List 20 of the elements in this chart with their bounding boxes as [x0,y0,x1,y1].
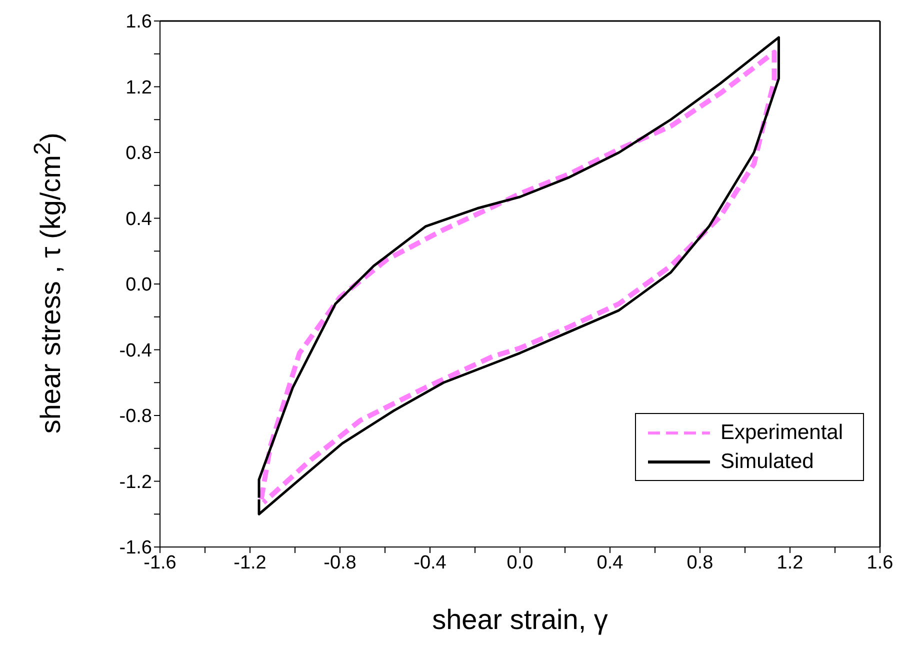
x-tick-label: -0.4 [414,552,447,574]
x-axis-title: shear strain, γ [431,604,609,636]
x-tick-label: 0.4 [596,552,624,574]
x-tick-label: 1.6 [866,552,894,574]
y-tick-label: -1.2 [119,472,152,493]
y-tick-label: 0.0 [126,274,152,296]
x-tick-label: 0.8 [686,552,714,574]
y-tick-label: 1.2 [126,77,152,98]
legend-label: Experimental [720,420,843,444]
y-tick-label: 1.6 [126,12,152,33]
y-tick-label: 0.4 [126,208,152,230]
y-tick-label: -0.8 [119,406,152,428]
y-tick-label: 0.8 [126,143,152,164]
y-tick-label: -0.4 [119,340,152,362]
y-tick-label: -1.6 [119,538,152,559]
x-tick-label: 0.0 [506,552,534,574]
x-tick-label: -0.8 [324,552,356,574]
x-tick-label: -1.2 [234,552,266,574]
legend-label: Simulated [720,450,814,474]
x-tick-label: 1.2 [776,552,804,574]
